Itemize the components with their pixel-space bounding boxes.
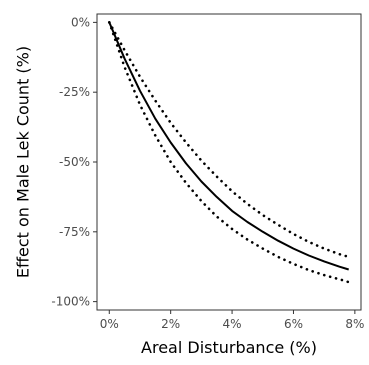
y-tick-label: -75% (59, 225, 90, 239)
x-tick-label: 0% (100, 317, 119, 331)
axes-layer: 0% -25% -50% -75% -100% 0% 2% 4% 6% 8% (51, 15, 364, 331)
plot-border (96, 13, 362, 311)
confidence-bound-line (108, 21, 351, 284)
x-tick-label: 4% (223, 317, 242, 331)
x-axis-title: Areal Disturbance (%) (141, 338, 317, 357)
x-tick-label: 8% (345, 317, 364, 331)
series-layer (108, 21, 351, 284)
x-tick-label: 6% (284, 317, 303, 331)
y-tick-label: -25% (59, 85, 90, 99)
y-tick-label: -50% (59, 155, 90, 169)
y-axis-title: Effect on Male Lek Count (%) (14, 46, 33, 278)
y-tick-label: -100% (51, 295, 90, 309)
y-tick-label: 0% (71, 15, 90, 29)
estimate-line (108, 22, 349, 271)
x-tick-label: 2% (161, 317, 180, 331)
